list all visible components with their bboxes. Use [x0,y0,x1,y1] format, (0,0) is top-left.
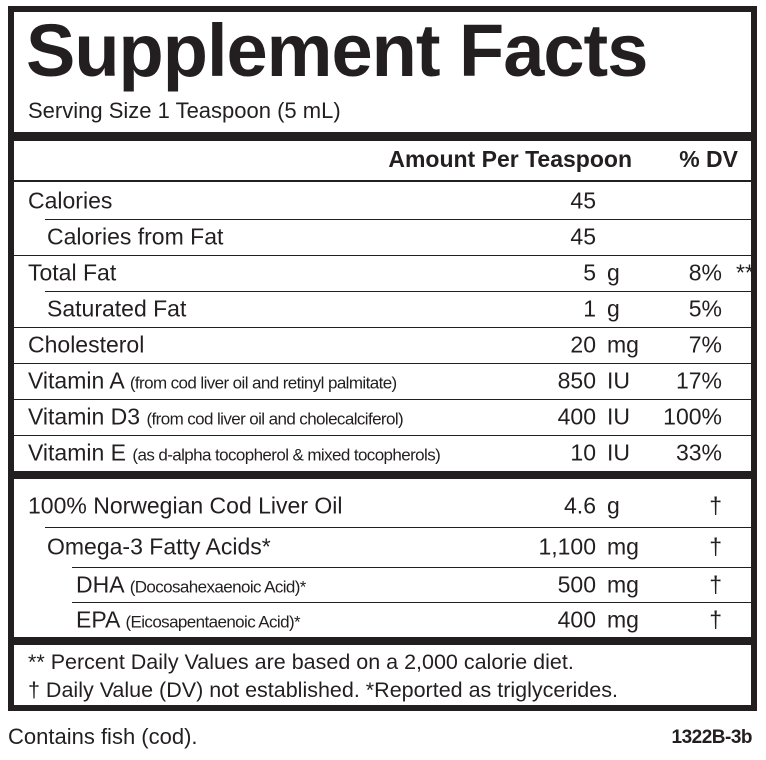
fact-row: DHA (Docosahexaenoic Acid)* 500 mg † [14,567,751,602]
fact-row: Calories 45 [14,183,751,219]
fact-row: Total Fat 5 g 8% ** [14,255,754,291]
amount: 20 [570,331,596,358]
amount: 400 [557,403,596,430]
nutrient-name: Vitamin D3 [28,403,141,430]
amount: 850 [557,367,596,394]
title: Supplement Facts [26,9,648,92]
fact-row: EPA (Eicosapentaenoic Acid)* 400 mg † [14,602,751,637]
unit: IU [607,403,630,430]
nutrient: Saturated Fat [47,296,186,323]
row-rule [14,435,751,436]
amount: 45 [570,187,596,214]
nutrient-name: Calories from Fat [47,223,224,250]
nutrient-name: Cholesterol [28,331,145,358]
nutrient: Omega-3 Fatty Acids* [47,534,271,561]
nutrient: DHA (Docosahexaenoic Acid)* [76,571,306,598]
fact-row: Saturated Fat 1 g 5% [14,291,751,327]
nutrient-name: 100% Norwegian Cod Liver Oil [28,492,343,518]
nutrient-note: (Docosahexaenoic Acid)* [129,577,307,596]
serving-size: Serving Size 1 Teaspoon (5 mL) [28,98,341,123]
amount: 400 [557,606,596,632]
amount: 4.6 [564,492,596,518]
unit: mg [607,331,639,358]
amount: 10 [570,439,596,466]
nutrient-note: (as d-alpha tocopherol & mixed tocophero… [132,445,441,465]
nutrient: Calories [28,188,112,215]
nutrient-note: (from cod liver oil and cholecalciferol) [146,409,404,429]
nutrient: Vitamin A (from cod liver oil and retiny… [28,368,397,395]
daily-value: 5% [688,295,722,322]
row-rule [45,291,751,292]
row-rule [45,527,751,528]
dv-mark: ** [736,259,754,286]
fact-row: Vitamin E (as d-alpha tocopherol & mixed… [14,435,751,471]
nutrient-name: Calories [28,187,113,214]
footnote: † Daily Value (DV) not established. *Rep… [28,678,618,702]
row-rule [45,219,751,220]
row-rule [14,399,751,400]
header-rule [14,180,751,182]
nutrient-note: (Eicosapentaenoic Acid)* [125,612,301,631]
nutrient: Vitamin D3 (from cod liver oil and chole… [28,403,404,431]
daily-value: † [709,606,722,632]
fact-row: Omega-3 Fatty Acids* 1,100 mg † [14,527,751,567]
thick-rule [14,637,751,645]
unit: g [607,295,620,322]
amount: 5 [583,259,596,286]
fact-row: Cholesterol 20 mg 7% [14,327,751,363]
footnote: ** Percent Daily Values are based on a 2… [28,650,574,674]
unit: IU [607,439,630,466]
header-dv: % DV [679,146,738,172]
nutrient-name: Omega-3 Fatty Acids* [47,533,271,560]
row-rule [72,602,751,603]
nutrient: Total Fat [28,260,116,287]
fact-row: Vitamin D3 (from cod liver oil and chole… [14,399,751,435]
nutrient: 100% Norwegian Cod Liver Oil [28,492,343,519]
nutrient: EPA (Eicosapentaenoic Acid)* [76,606,301,633]
nutrient-name: Vitamin E [28,439,127,466]
unit: IU [607,367,630,394]
amount: 1,100 [538,533,596,560]
thick-rule [14,132,751,141]
fact-row: Vitamin A (from cod liver oil and retiny… [14,363,751,399]
daily-value: 8% [688,259,722,286]
nutrient-name: DHA [76,571,124,597]
amount: 500 [557,571,596,597]
row-rule [14,255,751,256]
daily-value: † [709,492,722,518]
amount: 1 [583,295,596,322]
daily-value: † [709,533,722,560]
amount: 45 [570,223,596,250]
product-code: 1322B-3b [671,727,753,748]
unit: g [607,259,620,286]
allergen: Contains fish (cod). [8,724,198,749]
nutrient-name: Vitamin A [28,367,124,394]
nutrient: Calories from Fat [47,224,223,251]
row-rule [14,327,751,328]
daily-value: 7% [688,331,722,358]
daily-value: 100% [663,403,722,430]
row-rule [14,363,751,364]
facts-box [8,6,757,711]
fact-row: Calories from Fat 45 [14,219,751,255]
nutrient-name: Total Fat [28,259,117,286]
unit: mg [607,606,639,632]
unit: mg [607,571,639,597]
nutrient: Vitamin E (as d-alpha tocopherol & mixed… [28,439,441,467]
nutrient-note: (from cod liver oil and retinyl palmitat… [129,373,397,393]
nutrient: Cholesterol [28,332,144,359]
unit: g [607,492,620,518]
nutrient-name: EPA [76,606,120,632]
daily-value: 17% [675,367,722,394]
unit: mg [607,533,639,560]
header-amount: Amount Per Teaspoon [388,146,632,172]
daily-value: † [709,571,722,597]
daily-value: 33% [675,439,722,466]
thick-rule [14,471,751,479]
fact-row: 100% Norwegian Cod Liver Oil 4.6 g † [14,484,751,527]
row-rule [72,567,751,568]
nutrient-name: Saturated Fat [47,295,187,322]
